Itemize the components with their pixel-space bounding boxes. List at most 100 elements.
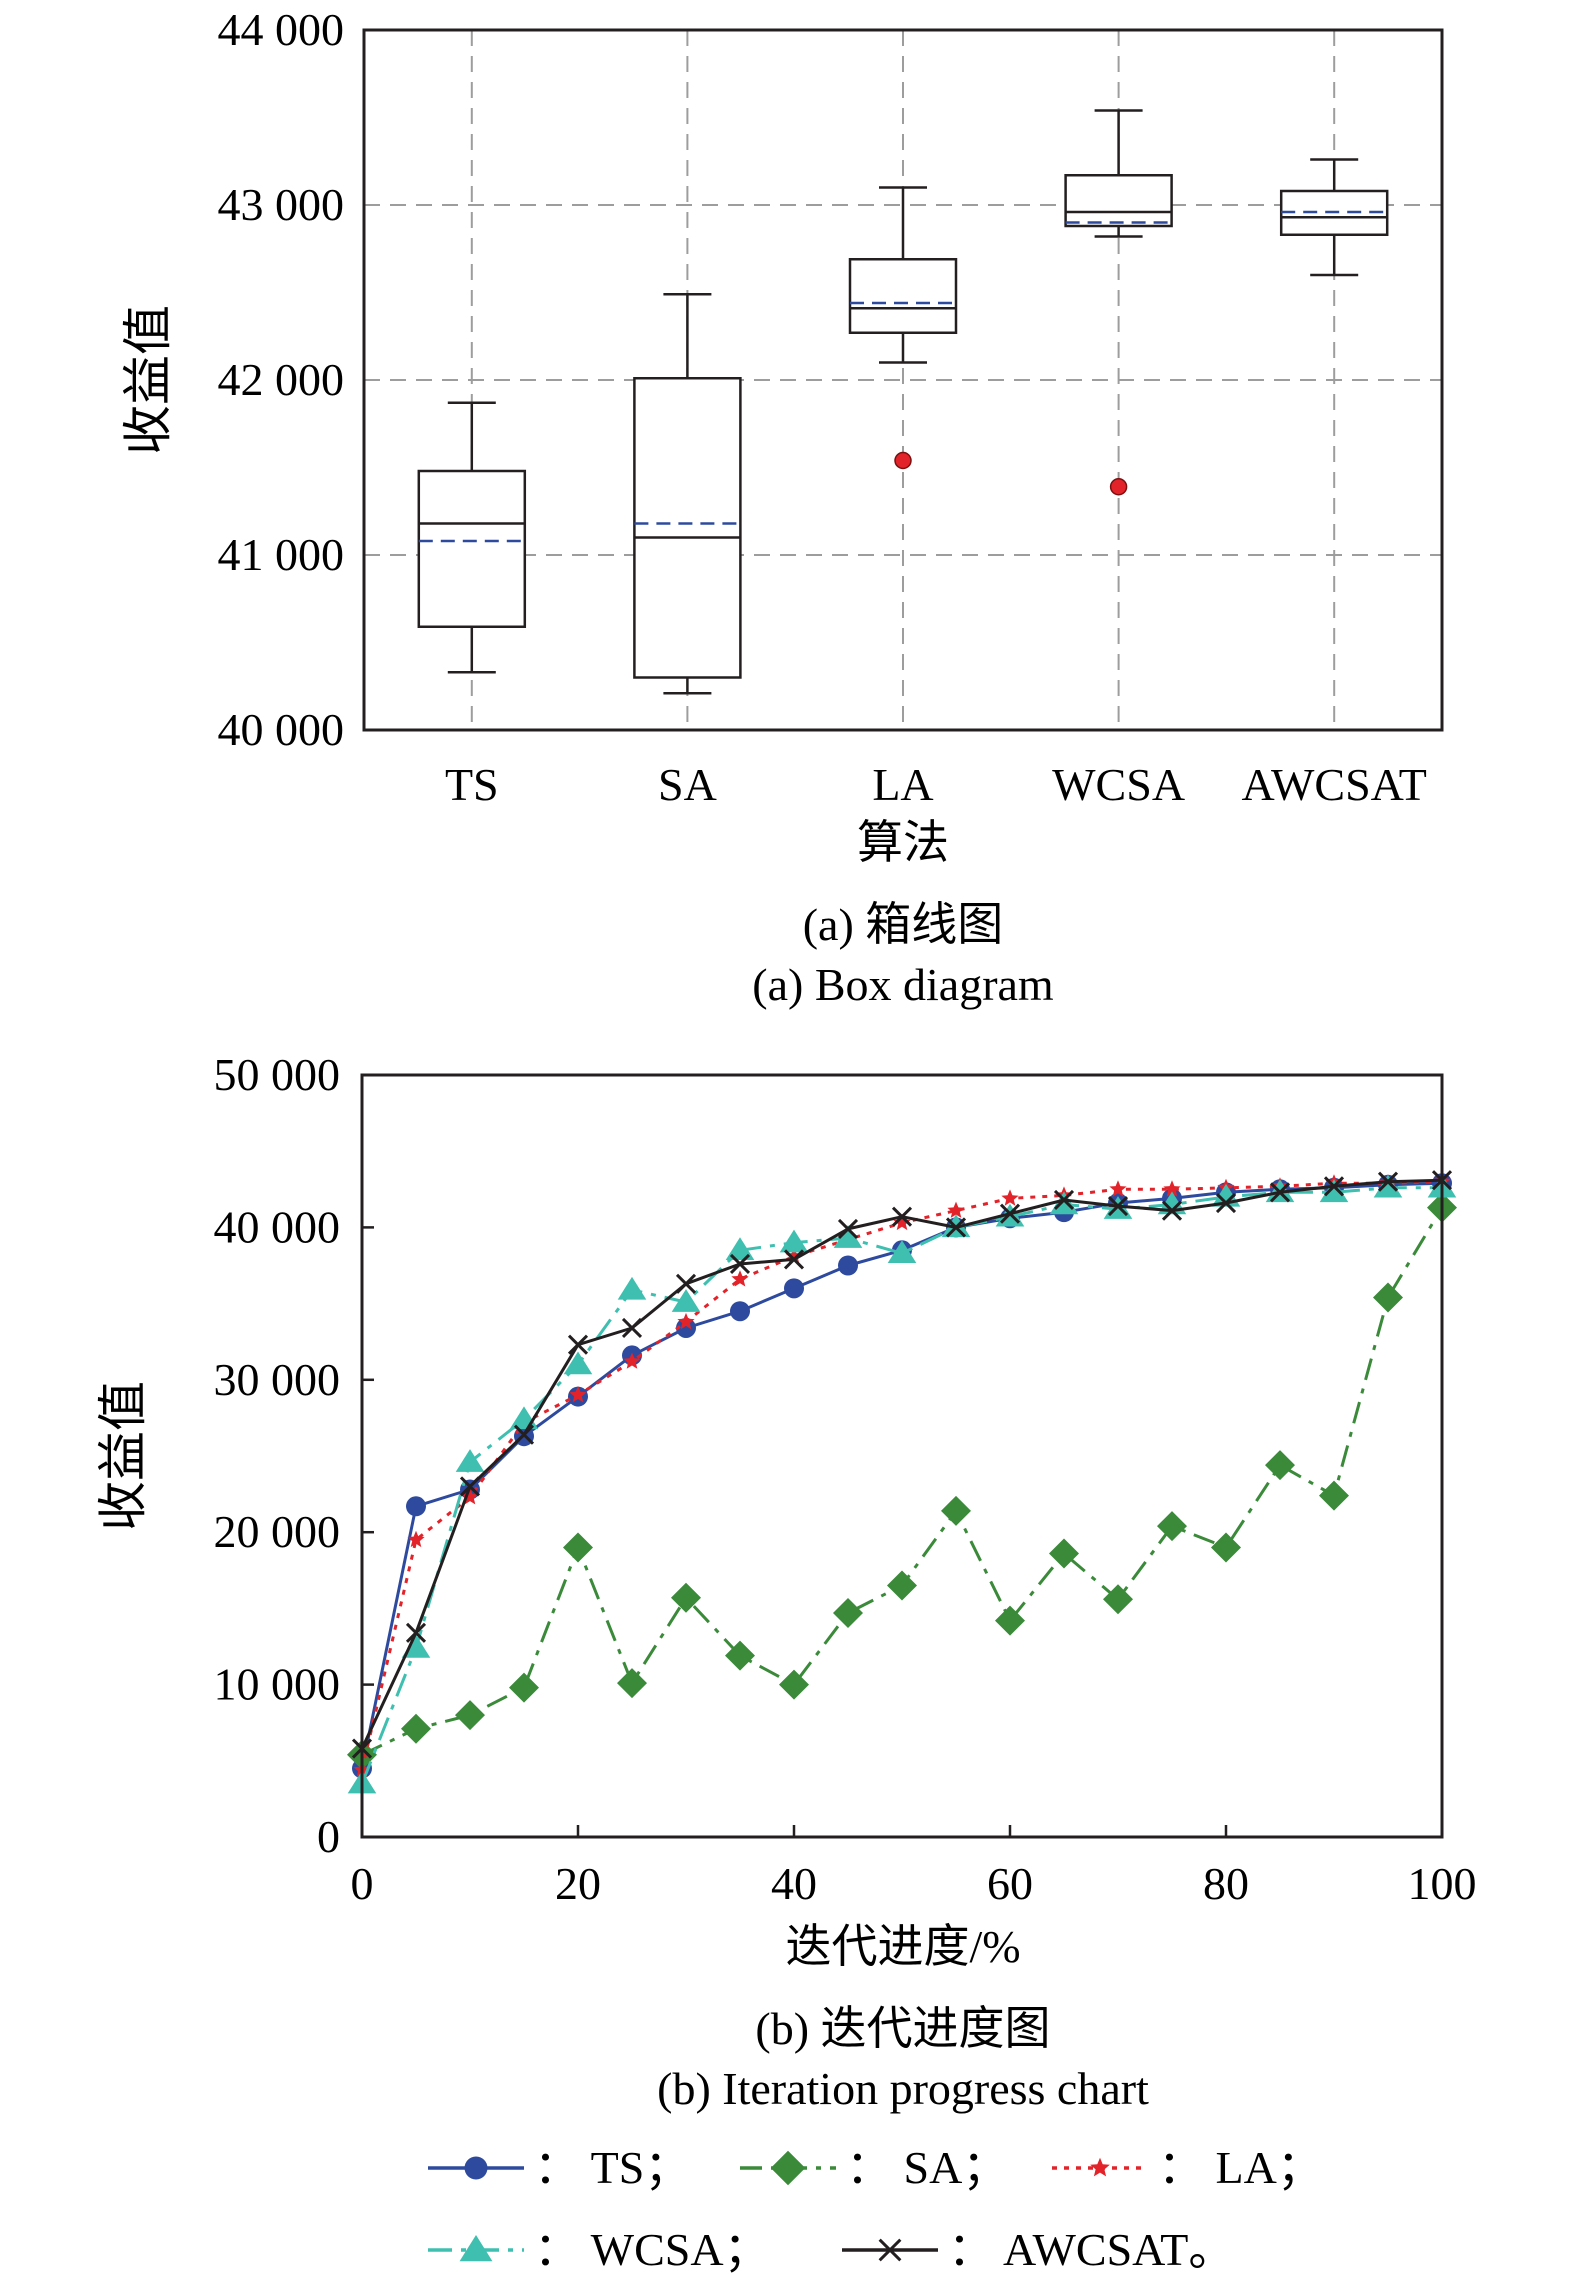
data-point [1373, 1282, 1403, 1313]
data-point [405, 1622, 427, 1643]
data-point [1053, 1189, 1075, 1211]
line-chart-caption-en: (b) Iteration progress chart [657, 2063, 1149, 2114]
data-point [1215, 1192, 1237, 1214]
data-point [617, 1668, 647, 1699]
x-tick-label: 100 [1408, 1858, 1477, 1909]
data-point [461, 1488, 479, 1505]
data-point [784, 1278, 804, 1299]
y-tick-label: 44 000 [218, 4, 345, 55]
data-point [1090, 2157, 1110, 2177]
box-iqr [417, 469, 527, 628]
data-point [1001, 1189, 1019, 1206]
x-tick-label: 20 [555, 1858, 601, 1909]
data-point [725, 1640, 755, 1671]
series-awcsat [351, 1170, 1453, 1759]
x-tick-label: 40 [771, 1858, 817, 1909]
legend-item-la: ： LA； [1052, 2142, 1323, 2193]
data-point [785, 1247, 803, 1264]
data-point [770, 2150, 806, 2186]
data-point [677, 1312, 695, 1330]
data-point [1109, 1180, 1127, 1197]
data-point [1163, 1180, 1181, 1197]
box-chart-caption-en: (a) Box diagram [752, 959, 1054, 1010]
data-point [833, 1225, 863, 1248]
legend-label: ： TS； [534, 2142, 690, 2193]
data-point [947, 1201, 965, 1218]
y-tick-label: 40 000 [218, 704, 345, 755]
box-chart-y-axis-label: 收益值 [120, 305, 176, 455]
box-chart-boxes [417, 109, 1389, 695]
data-point [725, 1237, 755, 1261]
data-point [459, 2235, 493, 2262]
data-point [945, 1217, 967, 1238]
y-tick-label: 50 000 [214, 1049, 341, 1100]
series-line [360, 1186, 1442, 1785]
data-point [729, 1253, 751, 1275]
line-chart-y-ticks: 0 10 000 20 000 30 000 40 000 50 000 [214, 1049, 374, 1862]
legend-label: ： AWCSAT。 [948, 2224, 1234, 2275]
data-point [406, 1496, 426, 1517]
data-point [887, 1240, 917, 1264]
box-chart-caption-cn: (a) 箱线图 [803, 899, 1004, 950]
data-point [1161, 1200, 1183, 1221]
data-point [878, 2238, 902, 2262]
data-point [1269, 1182, 1291, 1203]
y-tick-label: 30 000 [214, 1354, 341, 1405]
box-chart-grid [364, 30, 1442, 730]
data-point [617, 1276, 647, 1300]
data-point [999, 1203, 1021, 1224]
outlier-point [1109, 478, 1128, 496]
legend-label: ： SA； [846, 2142, 1008, 2193]
box-chart-y-ticks: 40 000 41 000 42 000 43 000 44 000 [218, 4, 345, 755]
data-point [455, 1449, 485, 1472]
data-point [1377, 1171, 1399, 1192]
line-chart: 0 10 000 20 000 30 000 40 000 50 000 0 20 40 60 8… [95, 1049, 1477, 2275]
data-point [1103, 1584, 1133, 1615]
data-point [676, 1317, 696, 1338]
legend: ： TS； ： SA； ： LA； ： WCSA； ： AWCSAT。 [428, 2142, 1323, 2275]
legend-item-awcsat: ： AWCSAT。 [842, 2224, 1234, 2275]
x-tick-label: 80 [1203, 1858, 1249, 1909]
line-chart-series [347, 1170, 1457, 1794]
data-point [401, 1713, 431, 1744]
data-point [455, 1700, 485, 1731]
data-point [621, 1317, 643, 1339]
data-point [779, 1669, 809, 1700]
data-point [623, 1352, 641, 1369]
box-chart: 40 000 41 000 42 000 43 000 44 000 TS SA LA WCS… [120, 4, 1444, 1010]
y-tick-label: 40 000 [214, 1201, 341, 1252]
data-point [941, 1495, 971, 1526]
series-sa [347, 1192, 1457, 1770]
data-point [891, 1206, 913, 1227]
data-point [779, 1229, 809, 1253]
series-line [361, 1206, 1444, 1757]
line-chart-x-ticks: 0 20 40 60 80 100 [351, 1825, 1477, 1909]
outlier-point [894, 451, 912, 470]
data-point [407, 1530, 425, 1548]
legend-item-wcsa: ： WCSA； [428, 2224, 770, 2275]
data-point [1049, 1538, 1079, 1569]
y-tick-label: 20 000 [214, 1506, 341, 1557]
data-point [675, 1273, 697, 1294]
y-tick-label: 10 000 [214, 1659, 341, 1710]
data-point [1323, 1176, 1345, 1197]
data-point [569, 1386, 587, 1403]
line-chart-frame [360, 1073, 1444, 1839]
data-point [837, 1218, 859, 1239]
x-tick-label: SA [658, 759, 717, 810]
data-point [459, 1476, 481, 1497]
data-point [563, 1532, 593, 1563]
box-chart-frame [362, 28, 1444, 732]
y-tick-label: 43 000 [218, 179, 345, 230]
data-point [1265, 1450, 1295, 1481]
x-tick-label: TS [445, 759, 499, 810]
data-point [893, 1213, 911, 1231]
data-point [671, 1289, 701, 1312]
data-point [995, 1605, 1025, 1636]
data-point [464, 2156, 488, 2180]
legend-item-sa: ： SA； [740, 2142, 1008, 2193]
data-point [783, 1249, 805, 1270]
data-point [567, 1334, 589, 1355]
series-wcsa [347, 1174, 1457, 1794]
